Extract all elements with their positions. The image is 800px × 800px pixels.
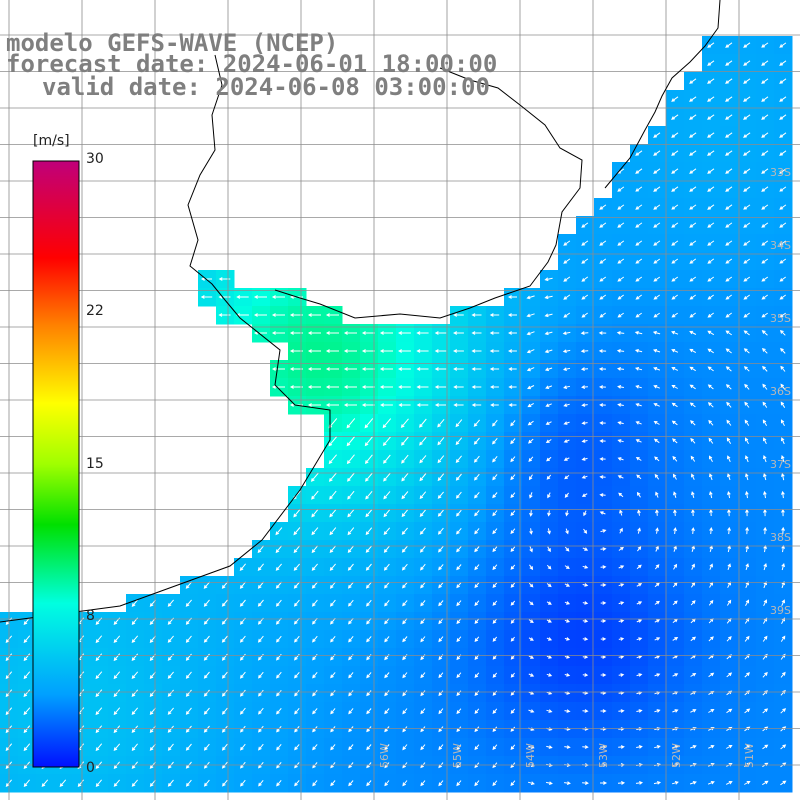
coastline <box>0 0 721 623</box>
lat-label-37s: 37S <box>770 458 791 471</box>
colorbar-tick-8: 8 <box>86 608 95 624</box>
lat-label-35s: 35S <box>770 312 791 325</box>
lon-label-55w: 55W <box>451 743 464 768</box>
lat-label-34s: 34S <box>770 239 791 252</box>
colorbar <box>32 160 80 768</box>
lat-label-33s: 33S <box>770 166 791 179</box>
colorbar-tick-15: 15 <box>86 456 104 472</box>
lon-label-52w: 52W <box>670 743 683 768</box>
lon-label-51w: 51W <box>743 743 756 768</box>
colorbar-tick-22: 22 <box>86 303 104 319</box>
lat-label-36s: 36S <box>770 385 791 398</box>
colorbar-unit: [m/s] <box>33 133 70 149</box>
model-title: modelo GEFS-WAVE (NCEP) <box>6 29 339 57</box>
lat-label-39s: 39S <box>770 604 791 617</box>
forecast-date: forecast date: 2024-06-01 18:00:00 <box>6 50 498 78</box>
lat-label-38s: 38S <box>770 531 791 544</box>
valid-date: valid date: 2024-06-08 03:00:00 <box>42 73 490 101</box>
colorbar-tick-0: 0 <box>86 760 95 776</box>
lon-label-56w: 56W <box>378 743 391 768</box>
colorbar-gradient <box>32 160 80 768</box>
colorbar-tick-30: 30 <box>86 151 104 167</box>
lon-label-53w: 53W <box>597 743 610 768</box>
lon-label-54w: 54W <box>524 743 537 768</box>
